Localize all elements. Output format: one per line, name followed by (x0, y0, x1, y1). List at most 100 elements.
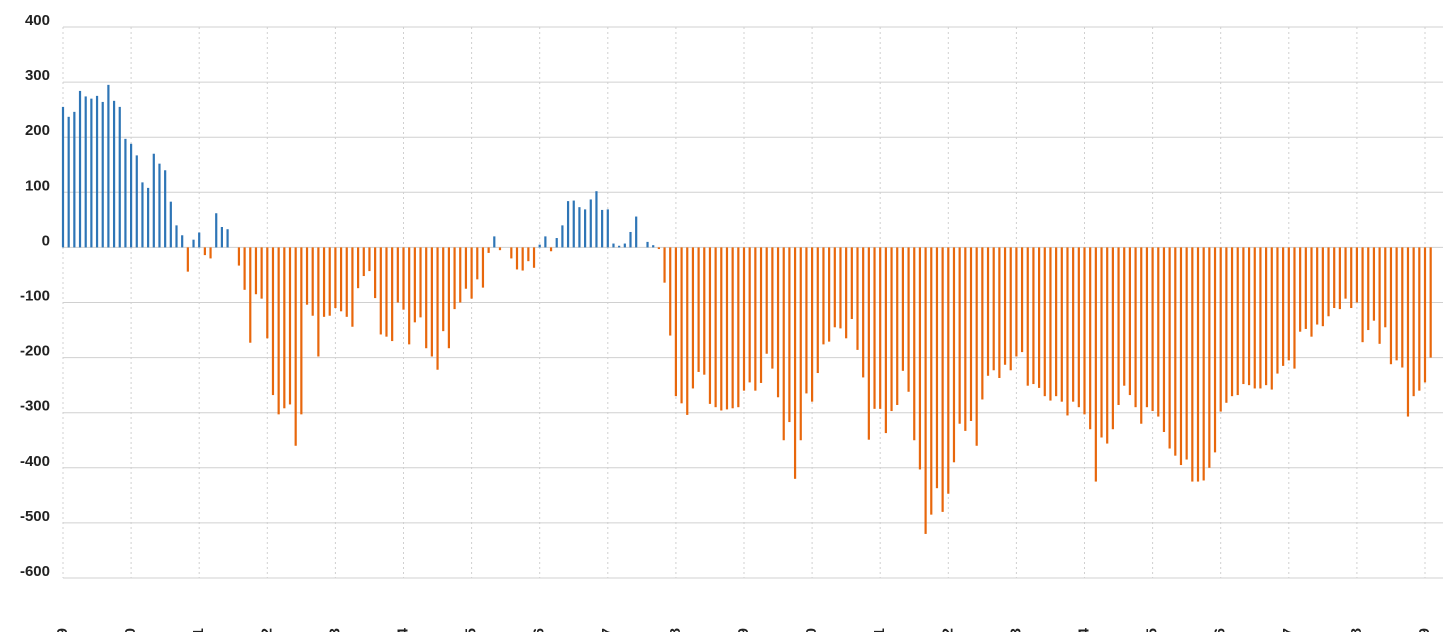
bar (362, 247, 365, 277)
bar (572, 200, 575, 248)
bar (209, 247, 212, 259)
bar (112, 100, 116, 248)
bar (578, 207, 581, 248)
bar (453, 247, 456, 310)
bar (368, 247, 371, 272)
x-tick-label: 2009 (735, 628, 752, 632)
bar (1202, 247, 1205, 481)
bar (1162, 247, 1166, 432)
bar (776, 247, 780, 398)
bar (408, 247, 411, 345)
bar (850, 247, 853, 320)
bar (266, 247, 269, 339)
bar (1304, 247, 1307, 329)
bar (771, 247, 774, 369)
x-tick-label: 2007 (599, 628, 616, 632)
bar (1208, 247, 1211, 468)
bar (374, 247, 377, 299)
bar (515, 247, 519, 270)
bar (1242, 247, 1245, 385)
bar (1089, 247, 1092, 430)
bar (805, 247, 808, 394)
bar (1293, 247, 1296, 369)
bar (896, 247, 899, 405)
bar (595, 191, 598, 248)
bar (436, 247, 439, 370)
bar (1003, 247, 1007, 365)
bar (1401, 247, 1404, 368)
bar (1265, 247, 1268, 386)
bar (686, 247, 689, 415)
bar (203, 247, 206, 256)
bar (1378, 247, 1381, 344)
bar (839, 247, 842, 329)
bar (317, 247, 320, 357)
bar (1276, 247, 1279, 374)
bar (986, 247, 990, 376)
bar (220, 227, 223, 248)
bar (731, 247, 734, 409)
bar (305, 247, 309, 305)
bar (95, 95, 99, 248)
y-tick-label: 100 (25, 177, 50, 194)
bar (1174, 247, 1177, 456)
bar (84, 96, 87, 248)
bar (1338, 247, 1341, 310)
x-tick-label: 2018 (1348, 628, 1365, 632)
bar (799, 247, 802, 441)
bar (1123, 247, 1126, 386)
bar (1145, 247, 1149, 408)
bar (101, 101, 104, 248)
bar (124, 138, 127, 248)
bar (708, 247, 712, 404)
x-tick-label: 1999 (54, 628, 71, 632)
y-tick-label: -600 (20, 563, 50, 580)
bar (1032, 247, 1035, 385)
bar (1083, 247, 1086, 415)
bar (816, 247, 819, 374)
bar (1253, 247, 1256, 389)
bar (1049, 247, 1052, 401)
bar (589, 199, 592, 248)
bar (226, 229, 229, 248)
bar (992, 247, 995, 371)
bar (680, 247, 683, 404)
bar (1282, 247, 1285, 366)
bar (442, 247, 445, 332)
bar (913, 247, 916, 441)
bar (1117, 247, 1120, 405)
bar (1259, 247, 1262, 389)
bar (107, 84, 110, 248)
bar (924, 247, 927, 534)
bar (243, 247, 246, 290)
bar (181, 235, 184, 248)
bar (254, 247, 258, 295)
bar (1157, 247, 1160, 417)
bar (1100, 247, 1103, 438)
bar (907, 247, 910, 392)
bar (714, 247, 717, 408)
bar (481, 247, 485, 288)
y-tick-label: 300 (25, 67, 50, 84)
bar (345, 247, 348, 317)
bar (430, 247, 433, 357)
bar (952, 247, 956, 463)
bar (186, 247, 189, 272)
x-tick-label: 2000 (122, 628, 139, 632)
bar (1060, 247, 1063, 402)
bar (1225, 247, 1228, 403)
bar (742, 247, 746, 391)
bar (1134, 247, 1137, 408)
bar (1367, 247, 1370, 331)
bar (288, 247, 292, 405)
bar (90, 98, 93, 248)
bar (782, 247, 785, 441)
bar (918, 247, 922, 470)
bar (737, 247, 740, 408)
bar (476, 247, 479, 280)
bar (1406, 247, 1410, 417)
bar (164, 170, 167, 248)
bar (1185, 247, 1188, 460)
bar (1066, 247, 1069, 416)
